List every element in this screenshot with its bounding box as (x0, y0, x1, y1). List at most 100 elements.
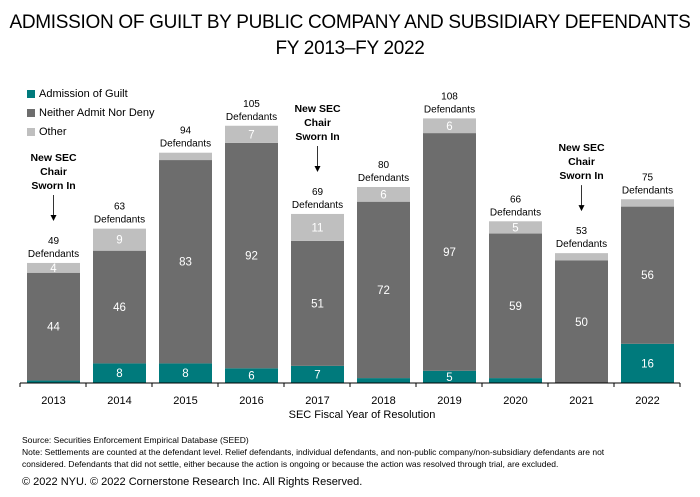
annotation-text-2013-1: Chair (40, 166, 67, 178)
bar-label-neither-admit-nor-deny-2022: 56 (641, 270, 654, 282)
total-value-2017: 69 (312, 187, 324, 198)
x-tick-label-2017: 2017 (305, 395, 329, 407)
copyright: © 2022 NYU. © 2022 Cornerstone Research … (22, 476, 363, 488)
total-suffix-2021: Defendants (556, 239, 607, 250)
bar-other-2017 (291, 213, 344, 241)
bar-label-neither-admit-nor-deny-2014: 46 (113, 302, 126, 314)
x-tick-label-2020: 2020 (503, 395, 527, 407)
annotation-text-2021-2: Sworn In (559, 170, 603, 182)
total-suffix-2015: Defendants (160, 139, 211, 150)
total-suffix-2018: Defendants (358, 173, 409, 184)
total-suffix-2020: Defendants (490, 207, 541, 218)
bar-label-other-2020: 5 (512, 222, 518, 234)
bar-label-admission-of-guilt-2022: 16 (641, 358, 654, 370)
annotation-text-2017-0: New SEC (294, 103, 341, 115)
bar-label-admission-of-guilt-2014: 8 (116, 368, 122, 380)
annotation-arrow-head-2013 (50, 214, 57, 221)
bar-other-2013 (27, 262, 80, 273)
chart-title-line2: FY 2013–FY 2022 (275, 38, 425, 59)
chart-title-line1: ADMISSION OF GUILT BY PUBLIC COMPANY AND… (9, 12, 691, 33)
bar-label-neither-admit-nor-deny-2021: 50 (575, 317, 588, 329)
bar-other-2015 (159, 152, 212, 161)
legend-label: Neither Admit Nor Deny (39, 107, 155, 119)
bar-label-neither-admit-nor-deny-2020: 59 (509, 301, 522, 313)
annotation-text-2017-1: Chair (304, 117, 331, 129)
x-tick-label-2018: 2018 (371, 395, 395, 407)
total-value-2022: 75 (642, 172, 654, 183)
bar-label-admission-of-guilt-2016: 6 (248, 371, 254, 383)
bar-label-neither-admit-nor-deny-2017: 51 (311, 298, 324, 310)
bar-label-admission-of-guilt-2017: 7 (314, 369, 320, 381)
bar-admission-of-guilt-2014 (93, 363, 146, 383)
bar-neither-admit-nor-deny-2015 (159, 160, 212, 364)
bar-neither-admit-nor-deny-2019 (423, 133, 476, 371)
note-line1: Note: Settlements are counted at the def… (22, 447, 605, 457)
bar-neither-admit-nor-deny-2022 (621, 206, 674, 344)
x-tick-label-2013: 2013 (41, 395, 65, 407)
bar-admission-of-guilt-2022 (621, 343, 674, 383)
bar-admission-of-guilt-2019 (423, 370, 476, 383)
x-axis-title: SEC Fiscal Year of Resolution (289, 409, 436, 421)
total-value-2015: 94 (180, 126, 192, 137)
x-tick-label-2014: 2014 (107, 395, 131, 407)
bar-other-2018 (357, 187, 410, 202)
bar-other-2016 (225, 125, 278, 143)
bar-admission-of-guilt-2013 (27, 380, 80, 383)
bar-label-other-2018: 6 (380, 189, 386, 201)
annotation-text-2017-2: Sworn In (295, 131, 339, 143)
annotation-arrow-head-2021 (578, 205, 585, 212)
total-suffix-2016: Defendants (226, 112, 277, 123)
total-suffix-2014: Defendants (94, 215, 145, 226)
bar-neither-admit-nor-deny-2016 (225, 142, 278, 369)
annotation-text-2021-1: Chair (568, 156, 595, 168)
legend-item-admission: Admission of Guilt (27, 88, 128, 100)
total-value-2016: 105 (243, 99, 260, 110)
bar-label-other-2016: 7 (248, 129, 254, 141)
legend-item-neither: Neither Admit Nor Deny (27, 107, 155, 119)
legend-swatch-neither (27, 109, 35, 117)
total-value-2013: 49 (48, 236, 60, 247)
total-value-2020: 66 (510, 194, 522, 205)
total-suffix-2013: Defendants (28, 249, 79, 260)
bar-neither-admit-nor-deny-2017 (291, 240, 344, 366)
bar-label-neither-admit-nor-deny-2018: 72 (377, 285, 390, 297)
annotation-arrow-head-2017 (314, 165, 321, 172)
total-suffix-2019: Defendants (424, 104, 475, 115)
legend-swatch-other (27, 128, 35, 136)
bar-neither-admit-nor-deny-2020 (489, 233, 542, 379)
bar-neither-admit-nor-deny-2018 (357, 201, 410, 379)
note-line2: considered. Defendants that did not sett… (22, 459, 559, 469)
x-tick-label-2022: 2022 (635, 395, 659, 407)
x-tick-label-2021: 2021 (569, 395, 593, 407)
bar-other-2022 (621, 199, 674, 207)
bar-admission-of-guilt-2015 (159, 363, 212, 383)
bar-label-other-2019: 6 (446, 121, 452, 133)
total-suffix-2022: Defendants (622, 185, 673, 196)
total-value-2014: 63 (114, 202, 126, 213)
bar-label-admission-of-guilt-2015: 8 (182, 368, 188, 380)
bar-label-other-2014: 9 (116, 235, 122, 247)
total-suffix-2017: Defendants (292, 200, 343, 211)
bar-label-other-2013: 4 (50, 263, 57, 275)
bar-label-admission-of-guilt-2019: 5 (446, 372, 452, 384)
source-note: Source: Securities Enforcement Empirical… (22, 435, 249, 445)
bar-other-2014 (93, 228, 146, 251)
bar-neither-admit-nor-deny-2014 (93, 250, 146, 364)
bar-label-neither-admit-nor-deny-2013: 44 (47, 322, 60, 334)
annotation-text-2013-2: Sworn In (31, 180, 75, 192)
annotation-text-2021-0: New SEC (558, 142, 605, 154)
bar-other-2019 (423, 118, 476, 134)
bar-admission-of-guilt-2020 (489, 378, 542, 383)
legend-label: Other (39, 126, 67, 138)
bar-other-2020 (489, 221, 542, 234)
total-value-2018: 80 (378, 160, 390, 171)
bar-neither-admit-nor-deny-2021 (555, 260, 608, 383)
bar-neither-admit-nor-deny-2013 (27, 272, 80, 381)
x-tick-label-2019: 2019 (437, 395, 461, 407)
bar-label-neither-admit-nor-deny-2015: 83 (179, 257, 192, 269)
bar-label-neither-admit-nor-deny-2016: 92 (245, 251, 258, 263)
x-tick-label-2015: 2015 (173, 395, 197, 407)
bar-other-2021 (555, 253, 608, 261)
annotation-text-2013-0: New SEC (30, 152, 77, 164)
